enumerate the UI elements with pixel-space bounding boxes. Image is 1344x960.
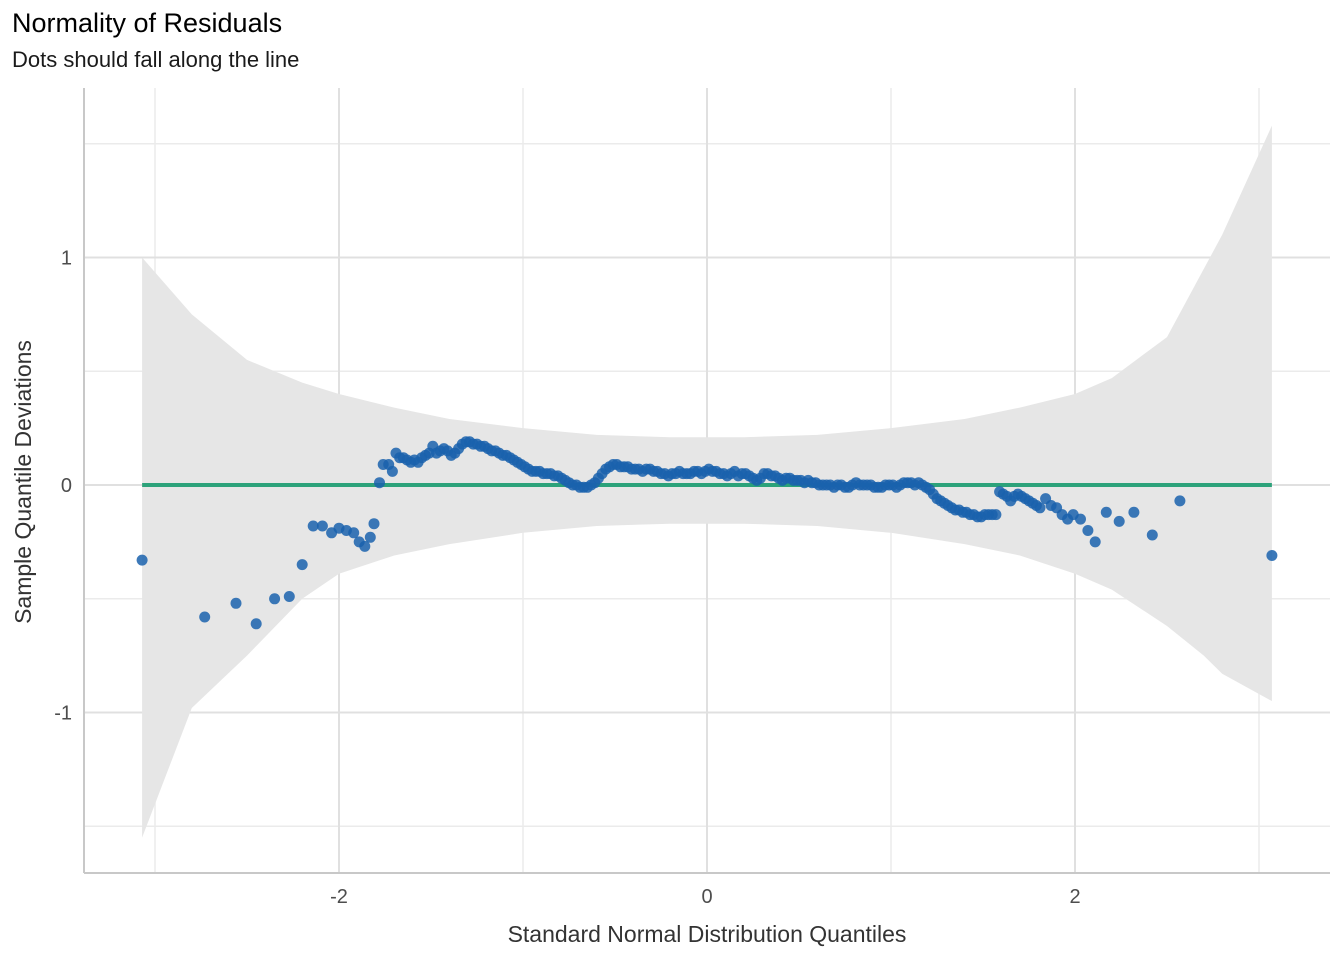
data-point	[1174, 495, 1186, 507]
y-axis-title: Sample Quantile Deviations	[10, 340, 36, 624]
data-point	[250, 618, 262, 630]
data-point	[1034, 502, 1046, 514]
chart-title: Normality of Residuals	[12, 8, 283, 38]
x-tick-label: 2	[1069, 886, 1080, 908]
data-points	[136, 436, 1278, 630]
y-tick-label: -1	[54, 703, 72, 725]
data-point	[1075, 513, 1086, 525]
data-point	[1100, 506, 1112, 518]
data-point	[1266, 550, 1278, 561]
data-point	[1082, 525, 1094, 536]
data-point	[374, 477, 385, 489]
data-point	[1113, 515, 1125, 527]
data-point	[199, 611, 211, 623]
data-point	[368, 518, 380, 530]
axes	[83, 88, 1330, 874]
y-tick-label: 1	[61, 248, 72, 270]
data-point	[230, 597, 242, 609]
data-point	[307, 520, 319, 532]
data-point	[1146, 529, 1158, 541]
data-point	[990, 509, 1002, 521]
data-point	[136, 554, 148, 566]
data-point	[348, 527, 360, 539]
x-tick-label: -2	[330, 886, 348, 908]
x-axis-title: Standard Normal Distribution Quantiles	[508, 921, 907, 947]
data-point	[364, 531, 376, 543]
data-point	[296, 559, 308, 571]
data-point	[316, 520, 328, 532]
confidence-band-area	[142, 125, 1272, 838]
data-point	[1089, 536, 1101, 548]
chart-subtitle: Dots should fall along the line	[12, 47, 300, 72]
confidence-band	[142, 125, 1272, 838]
data-point	[386, 465, 398, 477]
x-tick-label: 0	[701, 886, 712, 908]
data-point	[359, 540, 371, 552]
data-point	[1128, 506, 1140, 518]
data-point	[269, 593, 281, 605]
tick-labels: -2 0 2 1 0 -1	[54, 248, 1080, 909]
y-tick-label: 0	[61, 475, 72, 497]
data-point	[283, 591, 295, 602]
